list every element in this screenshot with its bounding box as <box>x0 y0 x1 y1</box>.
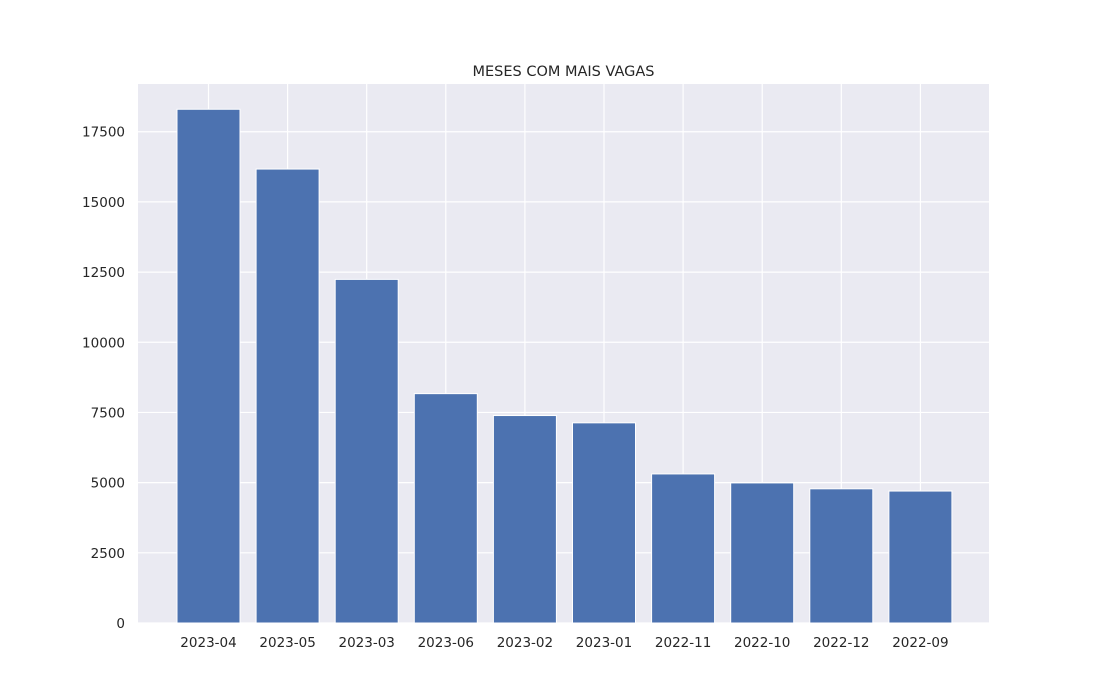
bar-2023-02 <box>492 415 557 624</box>
bar-2023-03 <box>334 278 399 624</box>
bars <box>176 108 953 624</box>
x-tick-label: 2023-03 <box>338 635 394 651</box>
bar-2022-11 <box>651 473 716 624</box>
bar-2023-05 <box>255 168 320 624</box>
y-tick-label: 10000 <box>82 335 125 351</box>
y-tick-labels: 0 2500 5000 7500 10000 12500 15000 17500 <box>82 125 125 632</box>
x-tick-label: 2023-02 <box>497 635 553 651</box>
x-tick-label: 2022-10 <box>734 635 790 651</box>
x-tick-label: 2023-01 <box>576 635 632 651</box>
bar-2023-04 <box>176 108 241 624</box>
bar-2022-10 <box>730 482 795 624</box>
bar-2023-06 <box>413 393 478 624</box>
x-tick-label: 2023-04 <box>180 635 236 651</box>
bar-2022-09 <box>888 490 953 624</box>
y-tick-label: 2500 <box>91 546 125 562</box>
x-tick-label: 2023-05 <box>259 635 315 651</box>
x-tick-label: 2022-09 <box>892 635 948 651</box>
y-tick-label: 5000 <box>91 476 125 492</box>
x-tick-label: 2022-11 <box>655 635 711 651</box>
bar-2022-12 <box>809 488 874 624</box>
y-tick-label: 12500 <box>82 265 125 281</box>
y-tick-label: 7500 <box>91 405 125 421</box>
chart-title: MESES COM MAIS VAGAS <box>472 64 654 80</box>
x-tick-labels: 2023-04 2023-05 2023-03 2023-06 2023-02 2023-… <box>180 635 948 651</box>
x-tick-label: 2023-06 <box>418 635 474 651</box>
y-tick-label: 0 <box>116 616 125 632</box>
x-tick-label: 2022-12 <box>813 635 869 651</box>
y-tick-label: 17500 <box>82 125 125 141</box>
bar-2023-01 <box>572 422 636 624</box>
y-tick-label: 15000 <box>82 195 125 211</box>
